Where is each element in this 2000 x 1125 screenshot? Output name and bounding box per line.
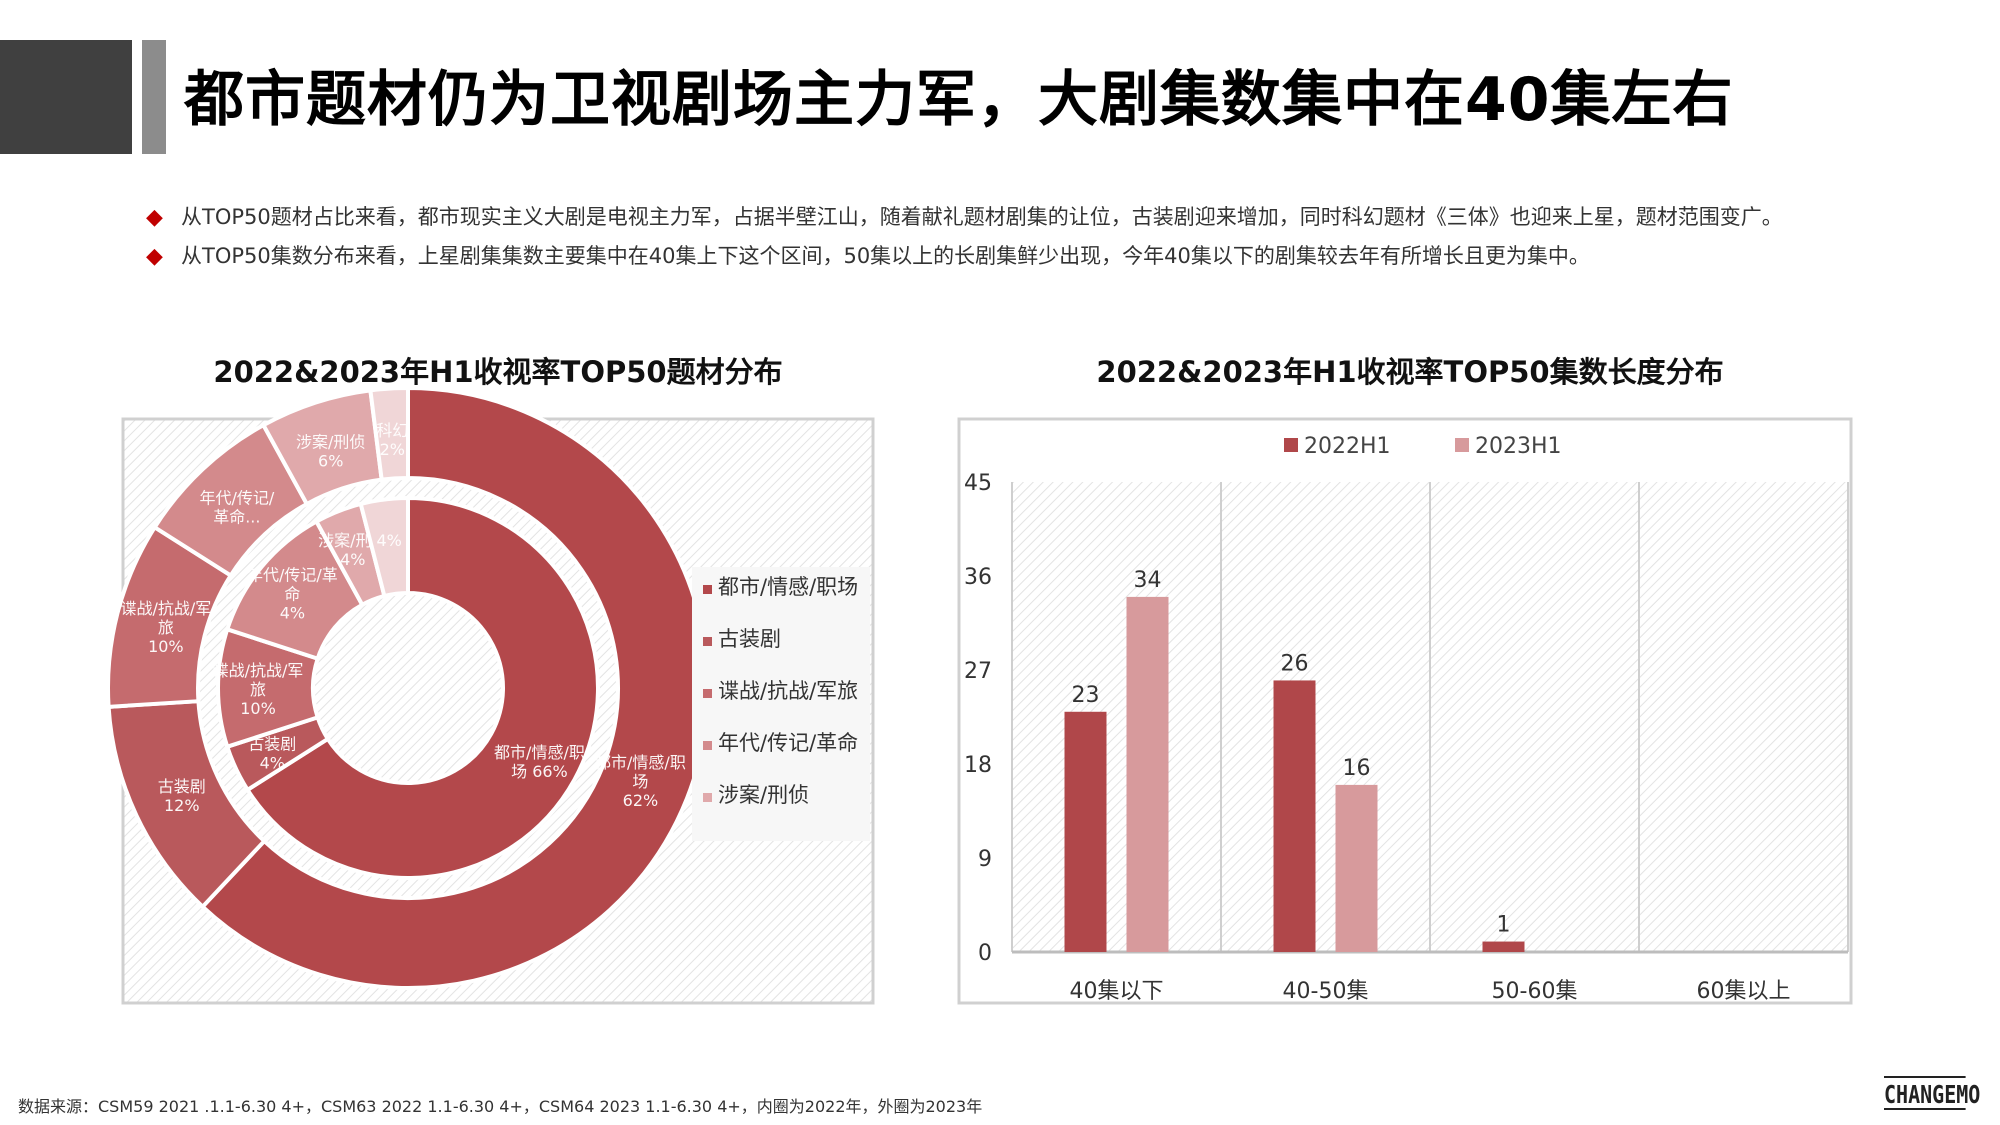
donut-data-label: 10% [240,699,276,718]
donut-data-label: 命 [284,584,300,603]
donut-data-label: 12% [164,796,200,815]
bar-2022H1 [1064,711,1107,952]
bar-2023H1 [1126,596,1169,952]
donut-data-label: 4% [340,550,365,569]
donut-legend-panel [692,567,870,841]
x-tick-label: 40-50集 [1283,979,1369,1004]
legend-label: 涉案/刑侦 [718,783,809,807]
legend-label: 古装剧 [718,627,781,651]
donut-data-label: 6% [318,452,343,471]
diamond-bullet-icon: ◆ [146,244,163,269]
bullet-item: ◆ 从TOP50题材占比来看，都市现实主义大剧是电视主力军，占据半壁江山，随着献… [146,198,1846,237]
donut-data-label: 涉案/刑侦 [296,433,365,452]
data-source-note: 数据来源：CSM59 2021 .1.1-6.30 4+，CSM63 2022 … [18,1097,983,1116]
bar-data-label: 34 [1134,568,1162,593]
donut-data-label: 科幻 [376,421,408,440]
donut-chart: 都市/情感/职场62%古装剧12%谍战/抗战/军旅10%年代/传记/革命...涉… [106,385,710,990]
y-tick-label: 18 [964,753,992,778]
legend-swatch [703,637,712,646]
donut-data-label: 10% [148,637,184,656]
legend-swatch [703,793,712,802]
donut-data-label: 场 66% [511,762,568,781]
bar-2022H1 [1273,680,1316,952]
legend-swatch [1284,438,1298,452]
bar-2022H1 [1482,941,1525,952]
legend-label: 年代/传记/革命 [718,731,858,755]
donut-data-label: 2% [380,440,405,459]
header-accent-bar [142,40,166,154]
donut-data-label: 62% [623,791,659,810]
legend-label: 都市/情感/职场 [718,575,858,599]
donut-slice-outer [368,385,410,482]
legend-label: 谍战/抗战/军旅 [718,679,858,703]
donut-data-label: 古装剧 [248,734,296,753]
x-tick-label: 60集以上 [1697,979,1791,1004]
donut-chart-title: 2022&2023年H1收视率TOP50题材分布 [213,355,783,389]
donut-data-label: 旅 [158,618,174,637]
donut-data-label: 旅 [250,680,266,699]
donut-data-label: 年代/传记/ [199,488,274,507]
bullet-text: 从TOP50题材占比来看，都市现实主义大剧是电视主力军，占据半壁江山，随着献礼题… [181,205,1783,229]
bullet-list: ◆ 从TOP50题材占比来看，都市现实主义大剧是电视主力军，占据半壁江山，随着献… [146,198,1846,276]
legend-swatch [703,585,712,594]
legend-swatch [703,741,712,750]
header-dark-block [0,40,132,154]
legend-label: 2023H1 [1475,434,1562,459]
y-tick-label: 45 [964,471,992,496]
donut-data-label: 场 [632,772,648,791]
donut-data-label: 都市/情感/职 [494,743,585,762]
donut-data-label: 古装剧 [158,777,206,796]
x-tick-label: 50-60集 [1492,979,1578,1004]
donut-data-label: 都市/情感/职 [595,753,686,772]
bullet-text: 从TOP50集数分布来看，上星剧集集数主要集中在40集上下这个区间，50集以上的… [181,244,1590,268]
page-title: 都市题材仍为卫视剧场主力军，大剧集数集中在40集左右 [184,65,1734,135]
y-tick-label: 0 [978,941,992,966]
bar-data-label: 16 [1343,756,1371,781]
donut-data-label: 年代/传记/革 [247,565,338,584]
donut-data-label: 4% [280,603,305,622]
bullet-item: ◆ 从TOP50集数分布来看，上星剧集集数主要集中在40集上下这个区间，50集以… [146,237,1846,276]
legend-label: 2022H1 [1304,434,1391,459]
legend-swatch [703,689,712,698]
legend-swatch [1455,438,1469,452]
bar-data-label: 23 [1072,683,1100,708]
donut-data-label: 4% [377,531,402,550]
bar-2023H1 [1335,784,1378,952]
x-tick-label: 40集以下 [1070,979,1164,1004]
donut-data-label: 革命... [213,507,260,526]
brand-logo: CHANGEMO [1884,1076,1980,1110]
bar-data-label: 1 [1497,913,1511,938]
donut-slice-inner [244,495,600,880]
bar-chart: 0 9 18 27 36 45 23 34 40集以下 26 16 40-50集 1 50-60集 60集以… [964,434,1849,1004]
y-tick-label: 9 [978,847,992,872]
donut-data-label: 谍战/抗战/军 [120,599,211,618]
donut-data-label: 4% [260,753,285,772]
y-tick-label: 36 [964,565,992,590]
donut-slice-inner [358,495,410,599]
y-tick-label: 27 [964,659,992,684]
diamond-bullet-icon: ◆ [146,205,163,230]
donut-data-label: 谍战/抗战/军 [213,661,304,680]
bar-chart-title: 2022&2023年H1收视率TOP50集数长度分布 [1096,355,1724,389]
donut-slice-outer [199,385,710,990]
bar-data-label: 26 [1281,651,1309,676]
